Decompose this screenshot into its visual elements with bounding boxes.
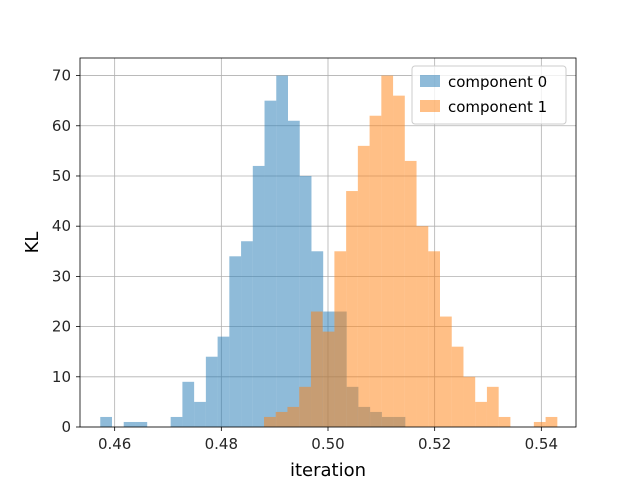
series-0-bar <box>135 421 148 427</box>
y-tick-label: 20 <box>52 318 71 336</box>
series-0-bar <box>264 100 277 428</box>
series-1-bar <box>393 95 405 427</box>
legend-label: component 0 <box>448 73 547 91</box>
series-1-bar <box>369 115 382 428</box>
y-tick-label: 30 <box>52 267 71 285</box>
series-1-bar <box>275 411 288 427</box>
series-1-bar <box>381 75 394 428</box>
legend: component 0 component 1 <box>411 65 567 125</box>
series-1-bar <box>463 376 476 427</box>
series-1-bar <box>310 311 323 427</box>
x-axis-label: iteration <box>290 460 366 480</box>
series-1-bar <box>498 416 511 427</box>
series-0-bar <box>123 421 136 427</box>
y-axis-label: KL <box>22 232 43 254</box>
series-1-bar <box>346 191 358 427</box>
y-tick-label: 10 <box>52 368 71 386</box>
series-0-bar <box>205 356 218 427</box>
legend-box <box>411 65 567 125</box>
series-0-bar <box>170 416 183 427</box>
series-1-bar <box>322 331 335 427</box>
series-1-bar <box>451 346 464 427</box>
y-tick-label: 40 <box>52 217 71 235</box>
series-0-bar <box>252 165 265 427</box>
x-tick-label: 0.46 <box>98 435 131 453</box>
histogram-bars <box>100 75 558 428</box>
series-0-bar <box>194 401 206 427</box>
legend-label: component 1 <box>448 98 547 116</box>
x-tick-label: 0.50 <box>311 435 344 453</box>
series-0-bar <box>100 416 112 427</box>
series-1-bar <box>334 251 347 427</box>
series-1-bar <box>545 416 558 427</box>
y-tick-label: 50 <box>52 167 71 185</box>
series-1-bar <box>357 145 370 427</box>
series-0-bar <box>229 256 242 427</box>
series-0-bar <box>217 336 230 427</box>
x-tick-label: 0.52 <box>418 435 451 453</box>
series-1-bar <box>428 251 440 427</box>
x-tick-label: 0.48 <box>205 435 238 453</box>
series-1-bar <box>404 160 417 427</box>
series-1-bar <box>533 421 546 427</box>
legend-swatch <box>420 100 440 112</box>
y-tick-label: 0 <box>61 418 71 436</box>
series-1-bar <box>440 316 452 427</box>
y-tick-label: 70 <box>52 67 71 85</box>
series-0-bar <box>288 120 300 428</box>
series-0-bar <box>182 381 195 427</box>
series-1-bar <box>264 416 276 427</box>
axis-ticks: 0.46 0.48 0.50 0.52 0.54 0 10 20 30 40 50 60 70 <box>52 67 558 453</box>
x-tick-label: 0.54 <box>525 435 558 453</box>
series-1-bar <box>299 386 311 427</box>
series-1-bar <box>287 406 300 427</box>
series-1-bar <box>416 226 429 427</box>
series-0-bar <box>276 75 288 428</box>
series-0-bar <box>299 175 312 427</box>
y-tick-label: 60 <box>52 117 71 135</box>
series-1-bar <box>486 386 499 427</box>
series-1-bar <box>475 401 487 427</box>
grid-lines <box>80 58 576 428</box>
legend-swatch <box>420 75 440 87</box>
series-0-bar <box>241 241 253 427</box>
